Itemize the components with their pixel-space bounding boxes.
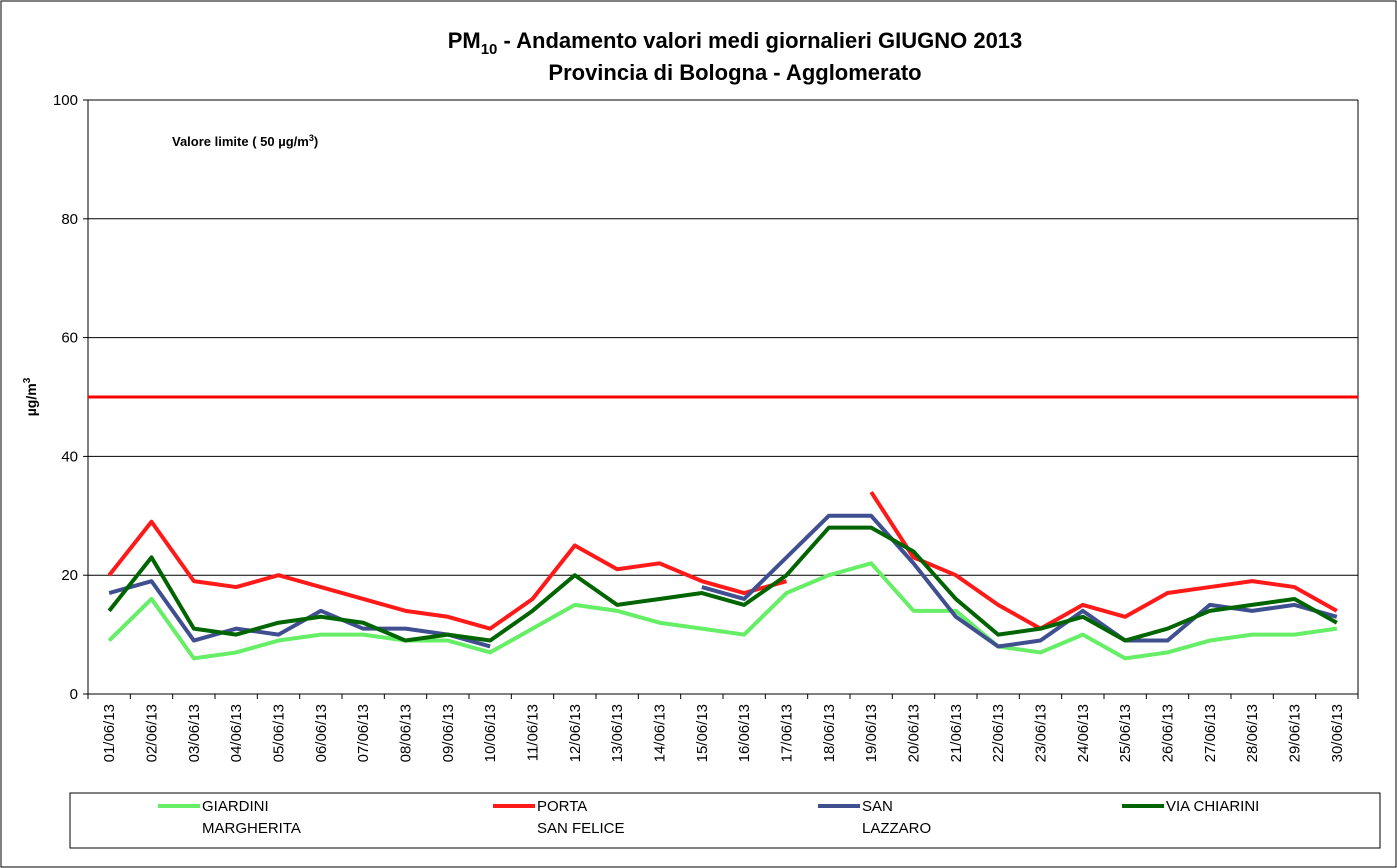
legend-label-line: LAZZARO [862,820,931,837]
x-tick-label: 03/06/13 [186,704,203,762]
series-line [107,561,1338,661]
x-tick-label: 29/06/13 [1287,704,1304,762]
x-tick-label: 19/06/13 [863,704,880,762]
x-tick-label: 04/06/13 [228,704,245,762]
y-tick-label: 60 [61,330,78,347]
x-tick-label: 01/06/13 [101,704,118,762]
x-tick-label: 25/06/13 [1117,704,1134,762]
title-sub: 10 [481,41,498,58]
x-tick-label: 15/06/13 [694,704,711,762]
x-tick-label: 27/06/13 [1202,704,1219,762]
y-tick-label: 20 [61,567,78,584]
x-tick-label: 11/06/13 [525,704,542,761]
x-tick-label: 13/06/13 [609,704,626,762]
y-tick-label: 100 [53,92,78,109]
x-tick-label: 20/06/13 [906,704,923,762]
legend-label: SAN LAZZARO [862,798,931,837]
legend-label-line: SAN [862,798,893,815]
y-tick-label: 80 [61,211,78,228]
series-line [107,490,1338,631]
legend-label-line: VIA CHIARINI [1166,798,1259,815]
y-tick-label: 0 [70,686,78,703]
x-tick-label: 22/06/13 [990,704,1007,762]
x-tick-label: 24/06/13 [1075,704,1092,762]
annotation-end: ) [314,134,318,149]
x-tick-label: 16/06/13 [736,704,753,762]
x-tick-label: 05/06/13 [271,704,288,762]
title-main: PM [448,28,481,53]
annotation: Valore limite ( 50 µg/m3) [172,133,318,149]
y-label-sup: 3 [22,377,33,383]
legend-label: GIARDINI MARGHERITA [202,798,301,837]
x-tick-label: 21/06/13 [948,704,965,762]
x-tick-label: 08/06/13 [398,704,415,762]
x-tick-label: 14/06/13 [652,704,669,762]
x-tick-label: 10/06/13 [482,704,499,762]
x-tick-label: 12/06/13 [567,704,584,762]
legend-label-line: SAN FELICE [537,820,625,837]
annotation-text: Valore limite ( 50 µg/m [172,134,309,149]
x-tick-label: 06/06/13 [313,704,330,762]
legend-label-line: PORTA [537,798,587,815]
chart-subtitle: Provincia di Bologna - Agglomerato [548,60,921,85]
y-tick-label: 40 [61,448,78,465]
y-axis-label: µg/m3 [22,377,39,416]
legend-label: PORTA SAN FELICE [537,798,625,837]
series-line [107,525,1338,643]
legend-label-line: MARGHERITA [202,820,301,837]
x-tick-label: 09/06/13 [440,704,457,762]
legend-label-line: GIARDINI [202,798,269,815]
x-tick-label: 26/06/13 [1160,704,1177,762]
title-rest: - Andamento valori medi giornalieri GIUG… [497,28,1022,53]
x-tick-label: 28/06/13 [1244,704,1261,762]
x-tick-label: 02/06/13 [144,704,161,762]
x-tick-label: 30/06/13 [1329,704,1346,762]
x-tick-label: 17/06/13 [779,704,796,762]
legend-box [69,792,1381,849]
y-label-text: µg/m [23,383,39,416]
x-tick-label: 07/06/13 [355,704,372,762]
chart-title: PM10 - Andamento valori medi giornalieri… [448,28,1023,58]
x-tick-label: 23/06/13 [1033,704,1050,762]
legend-label: VIA CHIARINI [1166,798,1259,815]
x-tick-label: 18/06/13 [821,704,838,762]
annotation-sup: 3 [309,133,314,143]
